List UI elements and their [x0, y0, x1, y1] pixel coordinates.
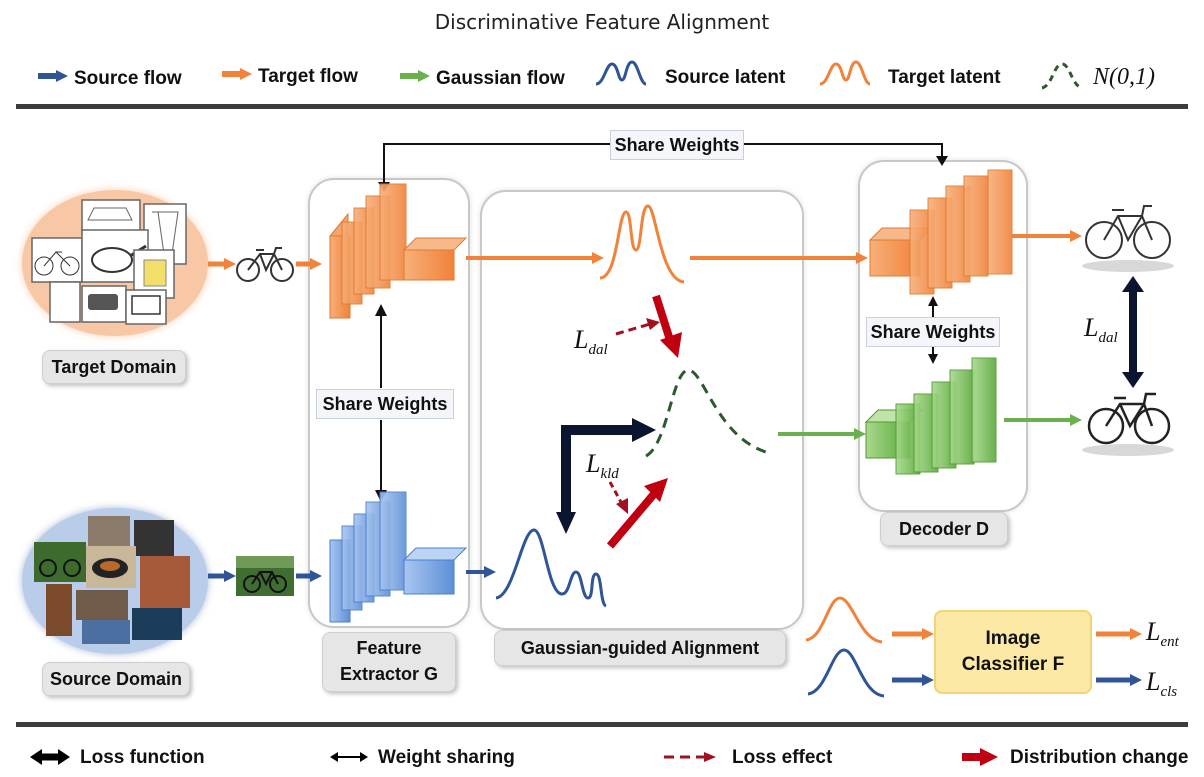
source-latent-curve — [495, 528, 608, 608]
legend-loss-function: Loss function — [80, 747, 205, 768]
gaussian-flow-arrow-icon — [400, 70, 430, 82]
target-domain-sketch-icons — [31, 199, 187, 325]
loss-dal-main: Ldal — [573, 325, 608, 358]
loss-kld: Lkld — [585, 449, 619, 482]
loss-entropy: Lent — [1145, 617, 1180, 650]
target-latent-curve-icon — [819, 60, 871, 86]
source-latent-curve-icon — [595, 60, 647, 86]
source-domain-photo-icons — [34, 516, 190, 644]
source-extractor-blocks — [329, 491, 468, 623]
feature-extractor-label-line1: Feature — [356, 638, 422, 658]
distribution-change-legend-icon — [962, 748, 998, 766]
target-extractor-blocks — [329, 183, 468, 320]
classifier-label-line2: Classifier F — [961, 654, 1065, 675]
legend-target-flow: Target flow — [258, 66, 358, 87]
target-flow-arrows — [208, 230, 1082, 270]
source-flow-arrow-icon — [38, 70, 68, 82]
legend-target-latent: Target latent — [888, 67, 1001, 88]
legend-weight-sharing: Weight sharing — [378, 747, 515, 768]
gaussian-latent-curve — [645, 368, 767, 458]
legend-normal-dist: N(0,1) — [1093, 64, 1155, 90]
loss-function-legend-icon — [30, 749, 70, 765]
classifier-source-latent-curve — [807, 648, 885, 698]
source-bicycle-photo — [236, 556, 294, 596]
distribution-change-arrows — [606, 294, 682, 549]
decoder-weight-sharing-arrow — [928, 296, 938, 364]
legend-distribution-change: Distribution change — [1010, 747, 1189, 768]
target-domain-label: Target Domain — [42, 350, 186, 384]
classifier-target-latent-curve — [805, 596, 883, 644]
source-bicycle-photo-icon — [236, 556, 294, 596]
loss-dal-output: Ldal — [1083, 313, 1118, 346]
loss-classification: Lcls — [1145, 667, 1177, 700]
legend-loss-effect: Loss effect — [732, 747, 833, 768]
alignment-label: Gaussian-guided Alignment — [494, 630, 786, 666]
reconstructed-gaussian-bicycle-icon — [1082, 392, 1174, 456]
weight-sharing-legend-icon — [330, 752, 368, 762]
source-domain-circle — [22, 508, 208, 654]
feature-extractor-label-line2: Extractor G — [339, 664, 439, 684]
bottom-divider — [16, 722, 1188, 727]
share-weights-decoder-label: Share Weights — [866, 317, 1000, 347]
output-dal-loss-arrow — [1122, 276, 1144, 388]
feature-extractor-label: Feature Extractor G — [322, 632, 456, 692]
loss-effect-arrows — [608, 318, 660, 514]
legend-source-latent: Source latent — [665, 67, 786, 88]
reconstructed-target-bicycle-icon — [1082, 205, 1174, 272]
decoder-label: Decoder D — [880, 512, 1008, 546]
target-latent-curve — [599, 204, 685, 284]
legend-gaussian-flow: Gaussian flow — [436, 68, 565, 89]
source-flow-arrows — [208, 566, 496, 582]
diagram-title: Discriminative Feature Alignment — [434, 10, 770, 34]
source-domain-label: Source Domain — [42, 662, 190, 696]
kld-loss-arrow — [556, 418, 656, 534]
top-divider — [16, 104, 1188, 109]
share-weights-extractor-label: Share Weights — [316, 389, 454, 419]
target-flow-arrow-icon — [222, 68, 252, 80]
share-weights-top-label: Share Weights — [610, 130, 744, 160]
normal-dist-curve-icon — [1041, 62, 1083, 90]
target-bicycle-sketch-icon — [236, 247, 294, 282]
target-decoder-blocks — [868, 169, 1013, 295]
target-domain-circle — [22, 190, 208, 336]
gaussian-flow-arrows — [778, 414, 1082, 440]
alignment-panel — [480, 190, 804, 630]
gaussian-decoder-blocks — [864, 357, 997, 475]
legend-source-flow: Source flow — [74, 68, 182, 89]
image-classifier-box: Image Classifier F — [934, 610, 1092, 694]
classifier-arrows — [892, 628, 1142, 686]
classifier-label-line1: Image — [985, 628, 1041, 649]
loss-effect-legend-icon — [664, 752, 716, 762]
